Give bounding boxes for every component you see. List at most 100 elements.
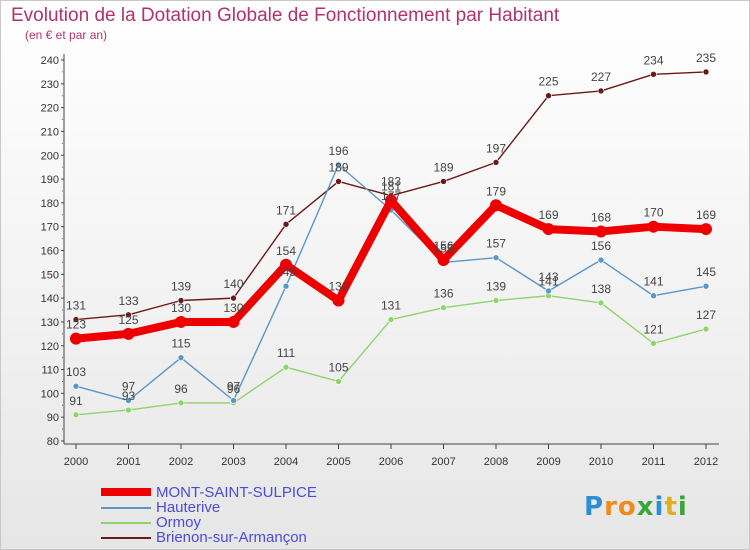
data-point [700, 223, 712, 236]
data-point [702, 325, 710, 333]
data-label: 130 [171, 301, 191, 315]
data-label: 156 [433, 239, 453, 253]
y-tick-label: 110 [41, 365, 59, 377]
data-label: 157 [486, 237, 506, 251]
data-label: 131 [381, 299, 401, 313]
data-label: 225 [538, 75, 558, 89]
data-label: 197 [486, 141, 506, 155]
data-point [440, 178, 447, 185]
data-label: 143 [538, 270, 558, 284]
data-point [70, 332, 82, 345]
data-label: 125 [118, 313, 138, 327]
data-label: 227 [591, 70, 611, 84]
x-tick-label: 2012 [694, 456, 718, 468]
data-point [282, 221, 290, 228]
data-label: 96 [227, 382, 241, 396]
y-tick-label: 180 [41, 198, 59, 210]
data-point [177, 297, 185, 304]
logo-letter: r [604, 492, 618, 522]
data-point [332, 294, 345, 307]
data-point [387, 316, 395, 323]
x-tick-label: 2003 [221, 456, 245, 468]
data-label: 139 [486, 280, 506, 294]
data-point [597, 87, 605, 95]
data-point [542, 223, 555, 236]
x-tick-label: 2011 [642, 456, 666, 468]
y-tick-label: 90 [47, 412, 59, 424]
data-point [385, 194, 397, 207]
data-label: 196 [328, 144, 348, 158]
data-label: 103 [66, 365, 86, 379]
data-label: 138 [591, 282, 611, 296]
data-label: 189 [433, 160, 453, 174]
data-point [230, 397, 237, 404]
data-label: 141 [538, 275, 558, 289]
data-label: 97 [122, 380, 136, 394]
data-point [545, 287, 552, 295]
data-label: 141 [643, 275, 663, 289]
data-point [335, 178, 342, 185]
data-label: 121 [643, 322, 663, 336]
y-tick-label: 130 [41, 317, 59, 329]
legend-swatch [101, 507, 151, 509]
x-tick-label: 2009 [536, 456, 560, 468]
data-point [177, 354, 185, 361]
data-point [335, 161, 342, 169]
y-tick-label: 160 [41, 246, 59, 258]
chart-title: Evolution de la Dotation Globale de Fonc… [11, 5, 560, 26]
legend-label: MONT-SAINT-SULPICE [156, 484, 317, 501]
y-tick-label: 240 [41, 55, 59, 67]
logo-letter: o [617, 492, 637, 522]
y-tick-label: 100 [41, 388, 59, 400]
x-tick-label: 2006 [379, 456, 403, 468]
data-label: 235 [696, 51, 716, 65]
data-point [227, 315, 240, 328]
data-label: 183 [381, 175, 401, 189]
data-point [440, 304, 447, 311]
data-label: 169 [696, 208, 716, 222]
y-tick-label: 190 [41, 174, 59, 186]
y-tick-label: 220 [41, 103, 59, 115]
logo-letter: i [654, 492, 665, 522]
data-label: 156 [591, 239, 611, 253]
data-label: 169 [538, 208, 558, 222]
x-tick-label: 2010 [589, 456, 613, 468]
data-point [597, 299, 605, 307]
data-point [492, 297, 500, 304]
data-label: 133 [118, 294, 138, 308]
data-point [702, 68, 710, 76]
data-point [595, 225, 607, 238]
data-label: 181 [381, 179, 401, 193]
chart-subtitle: (en € et par an) [25, 28, 108, 42]
data-point [282, 363, 290, 371]
x-tick-label: 2004 [274, 456, 298, 468]
data-label: 145 [276, 265, 296, 279]
logo-letter: x [636, 492, 655, 522]
data-point [72, 382, 80, 390]
data-label: 177 [381, 189, 401, 203]
legend-swatch [101, 537, 151, 539]
x-tick-label: 2000 [64, 456, 88, 468]
y-tick-label: 200 [41, 150, 59, 162]
data-label: 171 [276, 203, 296, 217]
data-label: 189 [328, 160, 348, 174]
data-point [122, 327, 135, 340]
data-point [437, 254, 450, 267]
data-point [650, 340, 657, 347]
data-label: 136 [433, 287, 453, 301]
legend-label: Ormoy [156, 514, 201, 531]
data-label: 140 [223, 277, 243, 291]
data-point [650, 70, 657, 78]
legend-swatch [101, 522, 151, 524]
data-label: 111 [277, 346, 296, 360]
data-point [545, 92, 552, 100]
data-label: 115 [171, 337, 190, 351]
data-point [597, 256, 605, 264]
data-label: 96 [174, 382, 188, 396]
x-tick-label: 2002 [169, 456, 193, 468]
series-lines [70, 68, 712, 419]
y-tick-label: 210 [41, 126, 59, 138]
y-tick-label: 150 [41, 269, 59, 281]
data-point [175, 315, 187, 328]
